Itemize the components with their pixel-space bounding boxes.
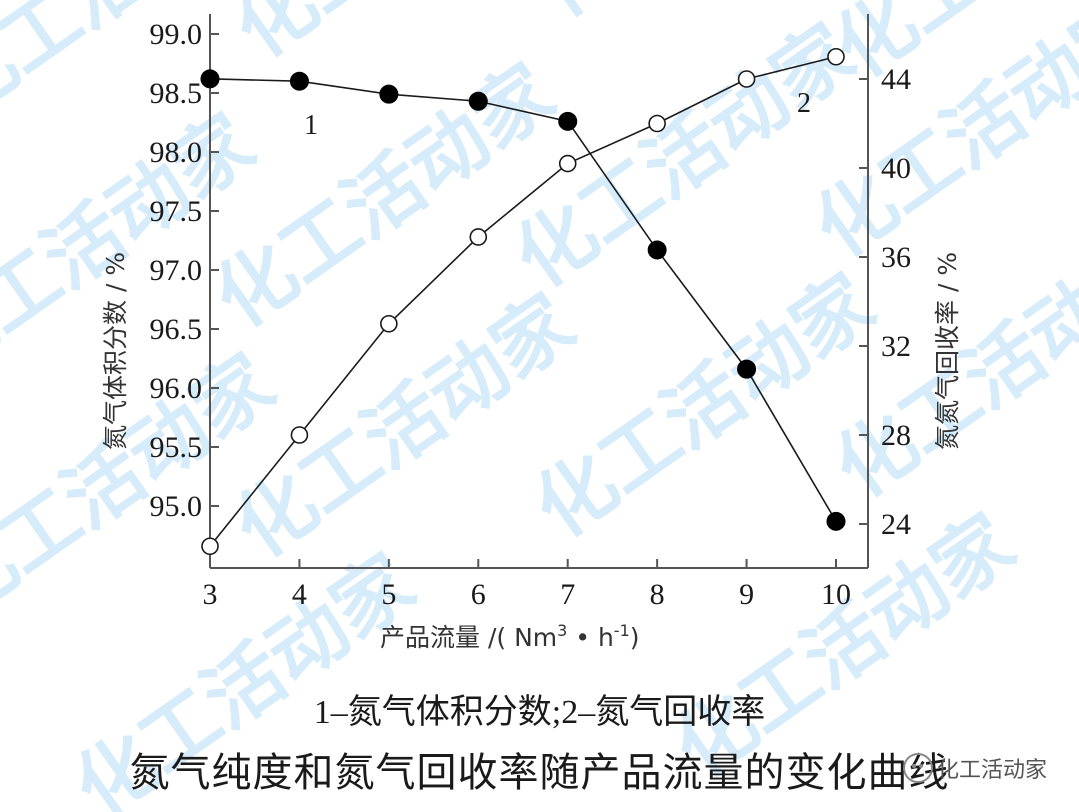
watermark-text: 化工活动家	[519, 258, 890, 555]
x-tick-label: 10	[821, 578, 851, 611]
y-left-tick-label: 98.0	[150, 136, 203, 169]
brand-name: 化工活动家	[936, 758, 1047, 783]
series-1-marker	[379, 84, 399, 104]
y-left-tick-label: 97.0	[150, 254, 203, 287]
series-1-marker	[647, 240, 667, 260]
series-layer	[200, 47, 846, 556]
figure-caption: 氮气纯度和氮气回收率随产品流量的变化曲线	[129, 750, 950, 796]
series-2-marker	[737, 70, 756, 88]
series-2-marker	[648, 114, 666, 133]
series-2-marker	[558, 154, 577, 173]
series-2-marker	[290, 426, 309, 444]
x-tick-label: 5	[381, 578, 396, 611]
x-tick-label: 3	[203, 578, 218, 611]
series-2-marker	[469, 228, 488, 246]
y-right-tick-label: 32	[881, 330, 911, 363]
x-axis-title: 产品流量 /( Nm3 • h-1)	[380, 621, 640, 652]
series-1-marker	[558, 111, 578, 131]
y-left-tick-label: 96.5	[150, 313, 203, 346]
wechat-icon	[902, 753, 933, 783]
series-1-marker	[200, 69, 220, 89]
x-tick-label: 9	[739, 578, 754, 611]
series-2-line	[209, 55, 837, 547]
series-2-marker	[827, 47, 845, 66]
y-left-tick-label: 95.0	[150, 490, 203, 523]
axes: 3 4 5 6 7 8 9 10 95.0 95.5 96.0 96.5 97.0 97.5 98.0 98.…	[150, 14, 911, 611]
x-tick-label: 6	[471, 578, 486, 611]
series-2-tag: 2	[797, 88, 811, 119]
watermark-text: 化工活动家	[499, 8, 870, 305]
series-1-line	[209, 78, 837, 522]
y-left-tick-label: 96.0	[150, 372, 203, 405]
y-right-tick-label: 24	[881, 508, 911, 541]
y-right-tick-label: 44	[881, 63, 911, 96]
y-right-axis-title: 氮氮气回收率 / %	[933, 252, 962, 450]
series-1-marker	[826, 511, 846, 531]
series-1-marker	[468, 91, 488, 111]
series-legend: 1–氮气体积分数;2–氮气回收率	[313, 694, 766, 731]
y-left-axis-title: 氮气体积分数 / %	[101, 252, 130, 450]
series-1-marker	[737, 359, 757, 379]
y-left-tick-label: 98.5	[150, 77, 203, 110]
x-tick-label: 7	[560, 578, 575, 611]
y-left-tick-label: 95.5	[150, 431, 203, 464]
brand-badge: 化工活动家	[902, 752, 1047, 784]
y-left-tick-label: 99.0	[150, 18, 203, 51]
series-1-marker	[289, 71, 309, 91]
series-1-tag: 1	[304, 110, 318, 141]
y-right-tick-label: 40	[881, 152, 911, 185]
watermark-text: 化工活动家	[219, 0, 590, 76]
x-tick-label: 8	[650, 578, 665, 611]
y-left-tick-label: 97.5	[150, 195, 203, 228]
y-right-tick-label: 36	[881, 241, 911, 274]
series-2-marker	[380, 314, 398, 333]
y-right-tick-label: 28	[881, 419, 911, 452]
x-tick-label: 4	[292, 578, 307, 611]
series-2-marker	[201, 537, 219, 556]
